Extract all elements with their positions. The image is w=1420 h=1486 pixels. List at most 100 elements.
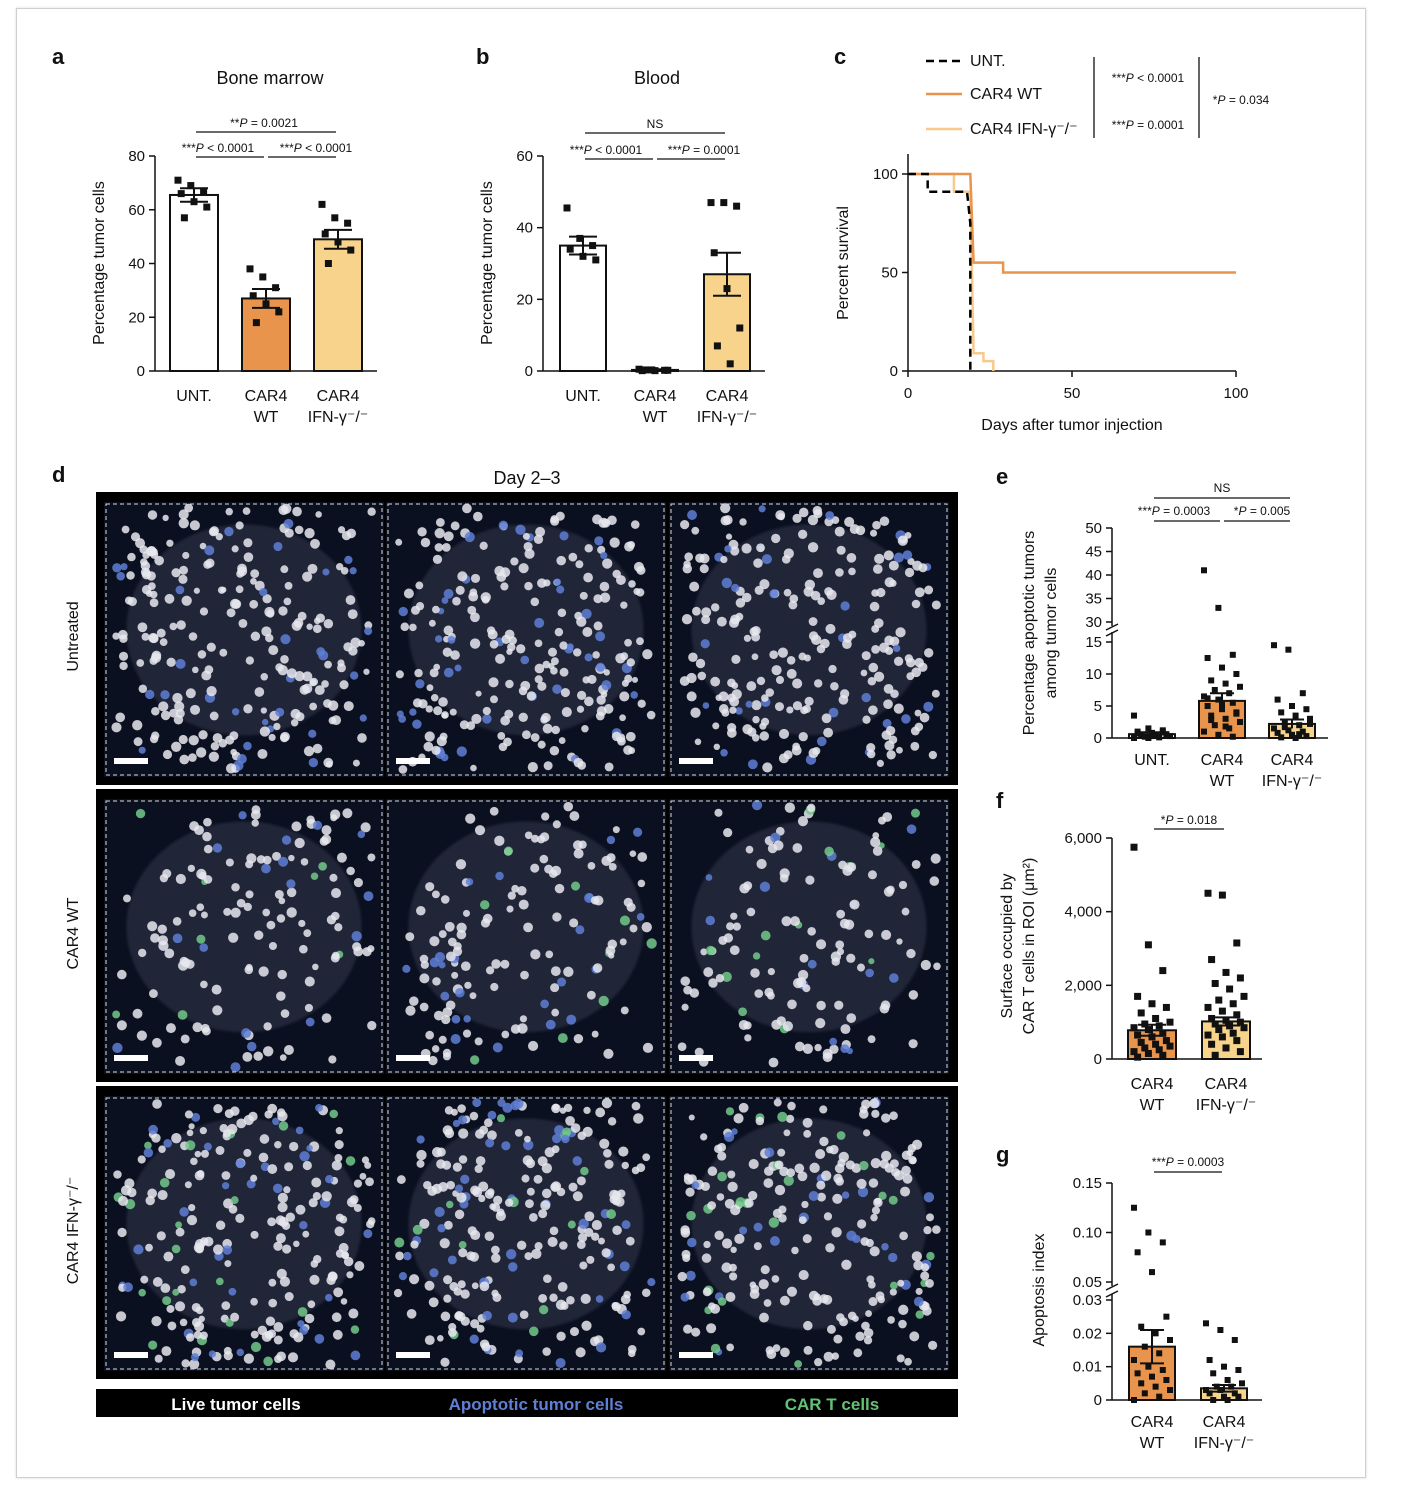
y-tick-label: 0.15 bbox=[1073, 1175, 1102, 1192]
cell bbox=[294, 837, 305, 849]
cell bbox=[279, 1276, 291, 1287]
cell bbox=[831, 1352, 840, 1360]
significance-label: NS bbox=[1214, 481, 1231, 495]
cell bbox=[603, 704, 614, 714]
cell bbox=[206, 685, 217, 697]
cell bbox=[204, 545, 215, 556]
data-point bbox=[1144, 1026, 1152, 1034]
cell bbox=[866, 743, 876, 753]
cell bbox=[915, 1310, 924, 1319]
cell bbox=[124, 1178, 135, 1189]
data-point bbox=[1156, 1350, 1163, 1357]
cell bbox=[808, 631, 819, 641]
scale-bar bbox=[114, 1352, 148, 1358]
cell bbox=[127, 1187, 137, 1198]
y-axis-label-line-1: Surface occupied by bbox=[999, 874, 1016, 1019]
cell bbox=[604, 762, 614, 772]
cell bbox=[930, 853, 941, 864]
significance-label: **P = 0.0021 bbox=[230, 116, 298, 130]
cell bbox=[479, 1281, 490, 1292]
cell bbox=[539, 854, 549, 864]
cell bbox=[443, 1220, 453, 1230]
cell bbox=[531, 834, 539, 843]
cell bbox=[230, 1196, 239, 1205]
cell bbox=[481, 1342, 491, 1352]
cell bbox=[888, 1195, 898, 1205]
cell bbox=[547, 1236, 558, 1247]
cell bbox=[194, 825, 204, 836]
cell bbox=[347, 609, 358, 620]
cell bbox=[580, 1166, 589, 1176]
cell bbox=[412, 719, 422, 729]
data-point bbox=[1285, 727, 1292, 734]
cell bbox=[863, 1328, 874, 1338]
cell bbox=[710, 676, 721, 687]
cell bbox=[599, 592, 611, 603]
category-label: CAR4 bbox=[1271, 752, 1314, 769]
cell bbox=[318, 861, 327, 871]
cell bbox=[717, 1151, 727, 1161]
data-point bbox=[1211, 979, 1219, 987]
cell bbox=[530, 733, 540, 742]
cell bbox=[741, 543, 752, 554]
y-tick-label: 45 bbox=[1085, 544, 1102, 561]
cell bbox=[598, 517, 609, 528]
cell bbox=[677, 1271, 687, 1282]
category-label: CAR4 bbox=[1131, 1076, 1174, 1093]
cell bbox=[140, 561, 151, 571]
cell bbox=[117, 1227, 127, 1238]
panel-letter-a: a bbox=[52, 44, 65, 69]
cell bbox=[540, 1200, 551, 1211]
cell bbox=[620, 652, 629, 661]
cell bbox=[491, 1245, 500, 1255]
cell bbox=[569, 1327, 579, 1337]
cell bbox=[465, 878, 474, 886]
cell bbox=[702, 1287, 712, 1297]
cell bbox=[280, 1009, 290, 1018]
cell bbox=[282, 1244, 292, 1254]
data-point bbox=[1141, 1044, 1149, 1052]
cell bbox=[482, 1310, 492, 1321]
cell bbox=[726, 922, 735, 931]
cell bbox=[504, 1198, 514, 1207]
cell bbox=[290, 708, 301, 720]
cell bbox=[721, 1262, 732, 1273]
cell bbox=[434, 952, 446, 963]
data-point bbox=[1278, 709, 1285, 716]
cell bbox=[591, 1219, 602, 1231]
cell bbox=[738, 1007, 747, 1017]
cell bbox=[884, 577, 895, 588]
cell bbox=[334, 1226, 345, 1237]
data-point bbox=[272, 284, 280, 292]
cell bbox=[191, 1112, 201, 1122]
cell bbox=[829, 1037, 838, 1046]
cell bbox=[367, 945, 375, 953]
cell bbox=[276, 1268, 287, 1279]
cell bbox=[360, 822, 371, 833]
cell bbox=[236, 898, 246, 908]
cell bbox=[175, 585, 185, 595]
cell bbox=[178, 518, 189, 529]
data-point bbox=[651, 367, 659, 375]
cell bbox=[862, 1129, 871, 1137]
cell bbox=[792, 513, 802, 523]
data-point bbox=[1237, 719, 1243, 725]
cell bbox=[647, 1278, 656, 1287]
cell bbox=[260, 673, 269, 681]
cell bbox=[743, 634, 752, 642]
cell bbox=[230, 907, 241, 918]
data-point bbox=[1307, 720, 1313, 727]
cell bbox=[164, 948, 175, 959]
cell bbox=[262, 594, 272, 604]
cell bbox=[339, 680, 349, 690]
cell bbox=[474, 825, 486, 836]
survival-lines bbox=[908, 172, 1236, 371]
cell bbox=[881, 1150, 892, 1162]
cell bbox=[130, 532, 141, 542]
data-point bbox=[1152, 1014, 1160, 1022]
cell bbox=[325, 1359, 336, 1370]
cell bbox=[707, 1166, 718, 1176]
cell bbox=[188, 632, 198, 641]
cell bbox=[752, 952, 761, 960]
cell bbox=[330, 809, 341, 820]
